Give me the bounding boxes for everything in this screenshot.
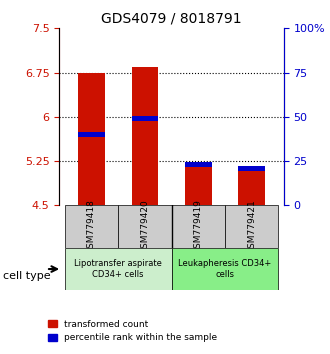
- Bar: [132, 67, 158, 205]
- Text: GSM779420: GSM779420: [140, 199, 149, 254]
- Text: cell type: cell type: [3, 271, 51, 281]
- FancyBboxPatch shape: [172, 205, 225, 248]
- Text: Leukapheresis CD34+
cells: Leukapheresis CD34+ cells: [179, 259, 272, 279]
- FancyBboxPatch shape: [118, 205, 172, 248]
- Bar: [132, 116, 158, 121]
- Text: Lipotransfer aspirate
CD34+ cells: Lipotransfer aspirate CD34+ cells: [74, 259, 162, 279]
- FancyBboxPatch shape: [225, 205, 279, 248]
- Bar: [185, 162, 212, 205]
- Text: GSM779421: GSM779421: [247, 199, 256, 254]
- Bar: [78, 73, 105, 205]
- Bar: [238, 166, 265, 171]
- Bar: [185, 162, 212, 167]
- Bar: [78, 132, 105, 137]
- Text: GSM779418: GSM779418: [87, 199, 96, 254]
- Bar: [238, 166, 265, 205]
- FancyBboxPatch shape: [65, 248, 172, 290]
- FancyBboxPatch shape: [65, 205, 118, 248]
- Title: GDS4079 / 8018791: GDS4079 / 8018791: [101, 12, 242, 26]
- FancyBboxPatch shape: [172, 248, 279, 290]
- Text: GSM779419: GSM779419: [194, 199, 203, 254]
- Legend: transformed count, percentile rank within the sample: transformed count, percentile rank withi…: [44, 316, 221, 346]
